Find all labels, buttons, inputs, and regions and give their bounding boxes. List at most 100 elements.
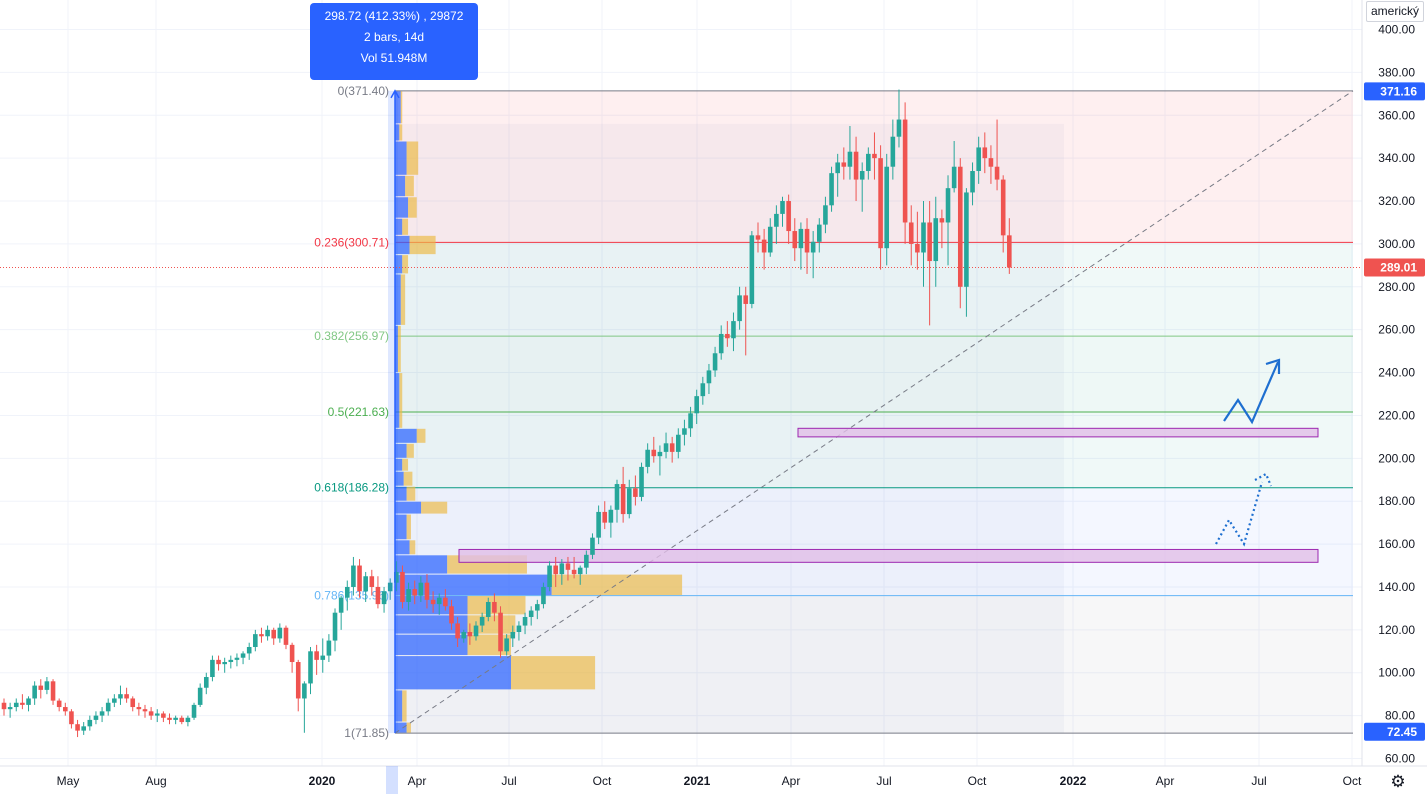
candle-body <box>823 205 828 225</box>
candle-body <box>970 171 975 193</box>
currency-selector[interactable]: americký <box>1366 1 1424 22</box>
candle-body <box>602 511 608 523</box>
candle-body <box>1 702 7 710</box>
candle-body <box>749 235 755 304</box>
candle-body <box>541 586 546 605</box>
volume-profile-up-bar <box>395 235 410 255</box>
volume-profile-down-bar <box>403 471 413 486</box>
time-tick-label: Apr <box>408 774 427 788</box>
candle-body <box>13 702 19 708</box>
candle-body <box>191 704 197 718</box>
candle-body <box>620 484 626 515</box>
candle-body <box>142 709 148 712</box>
volume-profile-down-bar <box>405 175 414 197</box>
candle-body <box>485 601 491 617</box>
candle-body <box>179 717 185 723</box>
candle-body <box>626 488 632 515</box>
candle-body <box>804 228 810 253</box>
candle-body <box>565 563 571 570</box>
candle-body <box>872 153 877 159</box>
candle-body <box>859 171 865 180</box>
candle-body <box>1000 179 1006 236</box>
candle-body <box>957 166 963 287</box>
candle-body <box>847 151 853 167</box>
time-tick-label: 2020 <box>309 774 336 788</box>
candle-body <box>682 428 687 435</box>
price-tick-label: 180.00 <box>1378 494 1415 508</box>
candle-body <box>185 717 191 723</box>
candle-body <box>443 597 448 607</box>
candle-body <box>314 651 319 660</box>
candle-body <box>344 586 350 598</box>
price-axis-bg <box>1362 0 1427 766</box>
volume-profile-down-bar <box>406 722 411 733</box>
candle-body <box>387 582 393 592</box>
candle-body <box>240 653 246 658</box>
measure-tool[interactable] <box>388 89 400 734</box>
time-axis-bg <box>0 766 1427 794</box>
volume-profile-up-bar <box>395 540 410 555</box>
volume-profile-up-bar <box>395 175 406 197</box>
candle-body <box>976 147 981 172</box>
support-zone[interactable] <box>458 548 1319 563</box>
candle-body <box>535 604 540 611</box>
time-tick-label: May <box>57 774 80 788</box>
candle-body <box>939 218 945 223</box>
candle-body <box>982 147 988 159</box>
candle-body <box>277 627 283 639</box>
gear-icon[interactable]: ⚙ <box>1390 772 1406 791</box>
candle-body <box>657 451 663 457</box>
volume-profile-up-bar <box>395 91 401 124</box>
fib-zone <box>395 336 1353 412</box>
volume-profile-down-bar <box>397 325 401 373</box>
candle-body <box>302 683 307 699</box>
price-label-badge <box>1364 722 1425 741</box>
support-zone[interactable] <box>797 427 1319 438</box>
volume-profile-up-bar <box>395 471 404 486</box>
candle-body <box>412 589 418 596</box>
candle-body <box>528 610 534 617</box>
candle-body <box>608 509 614 523</box>
candle-body <box>473 625 479 637</box>
candle-body <box>798 228 804 249</box>
candle-body <box>761 239 767 253</box>
candle-body <box>584 554 589 568</box>
candle-body <box>645 449 650 467</box>
trend-line[interactable] <box>394 90 1354 734</box>
fib-level-label: 0(371.40) <box>338 84 389 98</box>
candle-body <box>853 151 859 180</box>
candle-body <box>725 333 730 339</box>
candle-body <box>810 241 816 253</box>
volume-profile-up-bar <box>395 141 407 175</box>
candle-body <box>253 634 258 648</box>
volume-profile-up-bar <box>395 325 398 373</box>
candle-body <box>553 565 558 575</box>
projection-arrow-solid[interactable] <box>1223 361 1280 425</box>
volume-profile-down-bar <box>402 255 409 274</box>
projection-arrow-dotted[interactable] <box>1215 481 1264 547</box>
candle-body <box>118 694 123 699</box>
candle-body <box>890 136 896 167</box>
candle-body <box>792 231 798 249</box>
candle-body <box>210 659 215 678</box>
candle-body <box>639 466 644 497</box>
candle-body <box>271 629 277 639</box>
candle-body <box>633 488 638 497</box>
candle-body <box>663 443 669 452</box>
time-tick-label: 2021 <box>684 774 711 788</box>
volume-profile-down-bar <box>406 443 414 458</box>
fib-level-label: 0.5(221.63) <box>328 405 389 419</box>
volume-profile[interactable] <box>395 91 683 733</box>
time-axis[interactable]: May Aug 2020 Apr Jul Oct 2021 Apr Jul Oct 2022 Apr J… <box>0 765 1427 794</box>
candle-body <box>38 685 44 690</box>
candle-body <box>510 631 516 639</box>
volume-profile-down-bar <box>400 274 406 325</box>
candle-body <box>571 569 577 575</box>
measure-tooltip: 298.72 (412.33%) , 29872 2 bars, 14d Vol… <box>310 3 478 80</box>
volume-profile-down-bar <box>402 690 407 722</box>
time-tick-label: 2022 <box>1060 774 1087 788</box>
price-axis[interactable]: 60.00 80.00 100.00 120.00 140.00 160.00 180.00… <box>1361 0 1427 766</box>
price-tick-label: 120.00 <box>1378 623 1415 637</box>
time-tick-label: Oct <box>968 774 987 788</box>
